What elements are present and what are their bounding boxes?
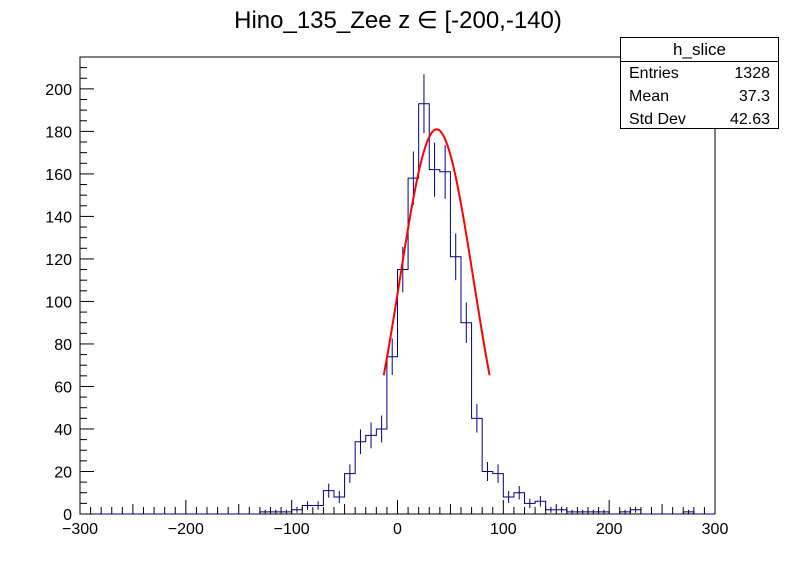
x-tick-label: −200 [168,521,204,538]
stats-mean-label: Mean [629,88,670,105]
stats-stddev-label: Std Dev [629,111,686,128]
fit-curve [382,128,491,376]
stats-mean-value: 37.3 [738,88,770,105]
x-tick-label: −300 [62,521,98,538]
stats-row-mean: Mean 37.3 [621,85,778,108]
x-tick-label: −100 [274,521,310,538]
x-tick-label: 300 [702,521,729,538]
histogram-line [80,103,715,515]
y-tick-label: 100 [45,294,72,311]
y-tick-label: 80 [54,337,72,354]
chart-title: Hino_135_Zee z ∈ [-200,-140) [234,7,562,34]
stats-box: h_slice Entries 1328 Mean 37.3 Std Dev 4… [620,37,779,129]
stats-entries-value: 1328 [734,65,770,82]
y-tick-label: 20 [54,464,72,481]
y-tick-label: 40 [54,422,72,439]
stats-entries-label: Entries [629,65,679,82]
stats-row-entries: Entries 1328 [621,62,778,85]
y-tick-label: 0 [63,507,72,524]
y-tick-label: 180 [45,124,72,141]
y-tick-label: 160 [45,167,72,184]
x-tick-label: 200 [596,521,623,538]
x-tick-label: 0 [393,521,402,538]
y-tick-label: 140 [45,209,72,226]
stats-name: h_slice [621,38,778,62]
stats-row-stddev: Std Dev 42.63 [621,108,778,131]
y-tick-label: 200 [45,82,72,99]
y-tick-label: 120 [45,252,72,269]
y-tick-label: 60 [54,379,72,396]
stats-stddev-value: 42.63 [729,111,770,128]
x-tick-label: 100 [490,521,517,538]
